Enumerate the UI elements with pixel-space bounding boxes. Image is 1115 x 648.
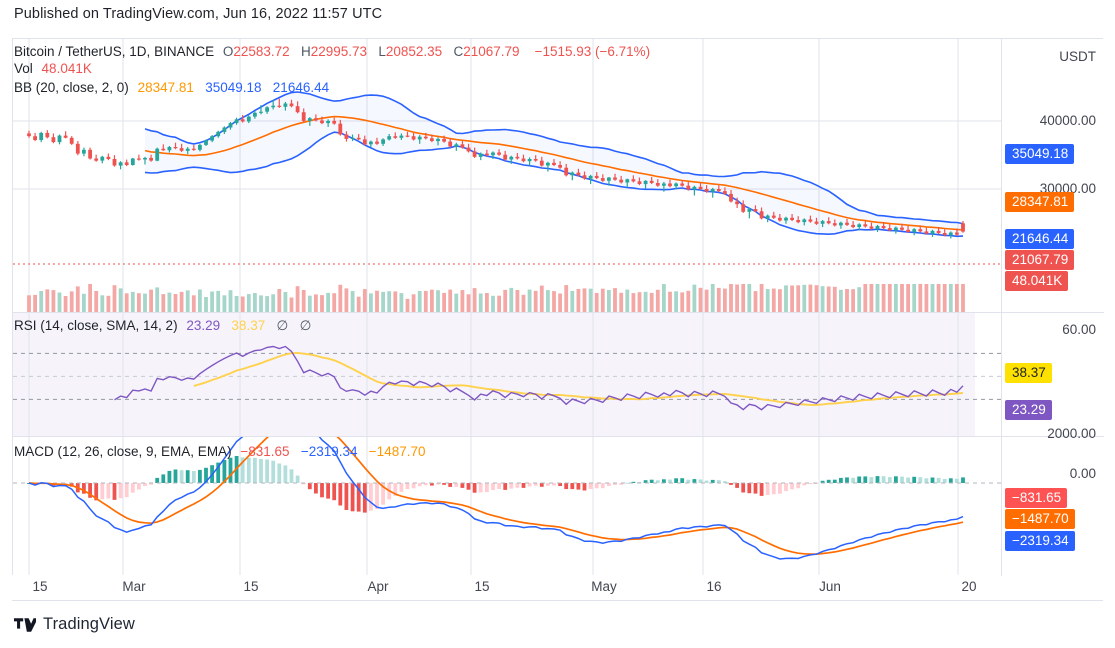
macd-histogram — [27, 456, 965, 513]
axis-value-tag: −1487.70 — [1005, 509, 1075, 529]
tradingview-brand-label: TradingView — [43, 615, 135, 633]
axis-value-tag: −831.65 — [1005, 488, 1068, 508]
axis-value-tag: 21646.44 — [1005, 229, 1075, 249]
chart-frame: USDT 40000.00 30000.00 35049.18 28347.81 216… — [12, 38, 1104, 576]
time-axis[interactable]: 15 Mar Apr 15 15 May 16 Jun 20 — [12, 575, 1103, 601]
axis-tick-label: 40000.00 — [1039, 113, 1096, 128]
axis-value-tag: 28347.81 — [1005, 192, 1075, 212]
tradingview-logo-icon — [14, 617, 36, 632]
time-axis-tick: Mar — [122, 579, 146, 594]
time-axis-tick: 16 — [706, 579, 722, 594]
axis-value-tag: 48.041K — [1005, 271, 1069, 291]
chart-plot-area[interactable] — [13, 39, 1001, 576]
axis-tick-label: 60.00 — [1062, 322, 1096, 337]
axis-value-tag: 38.37 — [1005, 363, 1052, 383]
macd-pane[interactable] — [13, 437, 1001, 575]
axis-tick-label: 0.00 — [1069, 466, 1096, 481]
axis-value-tag: 23.29 — [1005, 400, 1052, 420]
axis-tick-label: 2000.00 — [1047, 426, 1096, 441]
price-pane[interactable] — [13, 39, 1001, 312]
time-axis-tick: Apr — [367, 579, 389, 594]
rsi-macd-separator — [13, 436, 1104, 437]
price-rsi-separator — [13, 312, 1104, 313]
rsi-pane[interactable] — [13, 313, 1001, 436]
footer-branding: TradingView — [14, 615, 135, 634]
time-axis-tick: May — [591, 579, 617, 594]
time-axis-tick: 15 — [32, 579, 48, 594]
time-axis-tick: 20 — [961, 579, 977, 594]
price-axis[interactable]: USDT 40000.00 30000.00 35049.18 28347.81 216… — [1001, 39, 1104, 576]
volume-bars — [27, 284, 965, 312]
published-caption: Published on TradingView.com, Jun 16, 20… — [14, 6, 383, 22]
price-axis-currency: USDT — [1059, 49, 1096, 64]
candlesticks — [27, 98, 965, 239]
time-axis-tick: Jun — [819, 579, 841, 594]
time-axis-tick: 15 — [474, 579, 490, 594]
axis-value-tag: 35049.18 — [1005, 144, 1075, 164]
time-axis-tick: 15 — [243, 579, 259, 594]
axis-value-tag: 21067.79 — [1005, 250, 1075, 270]
axis-value-tag: −2319.34 — [1005, 531, 1075, 551]
